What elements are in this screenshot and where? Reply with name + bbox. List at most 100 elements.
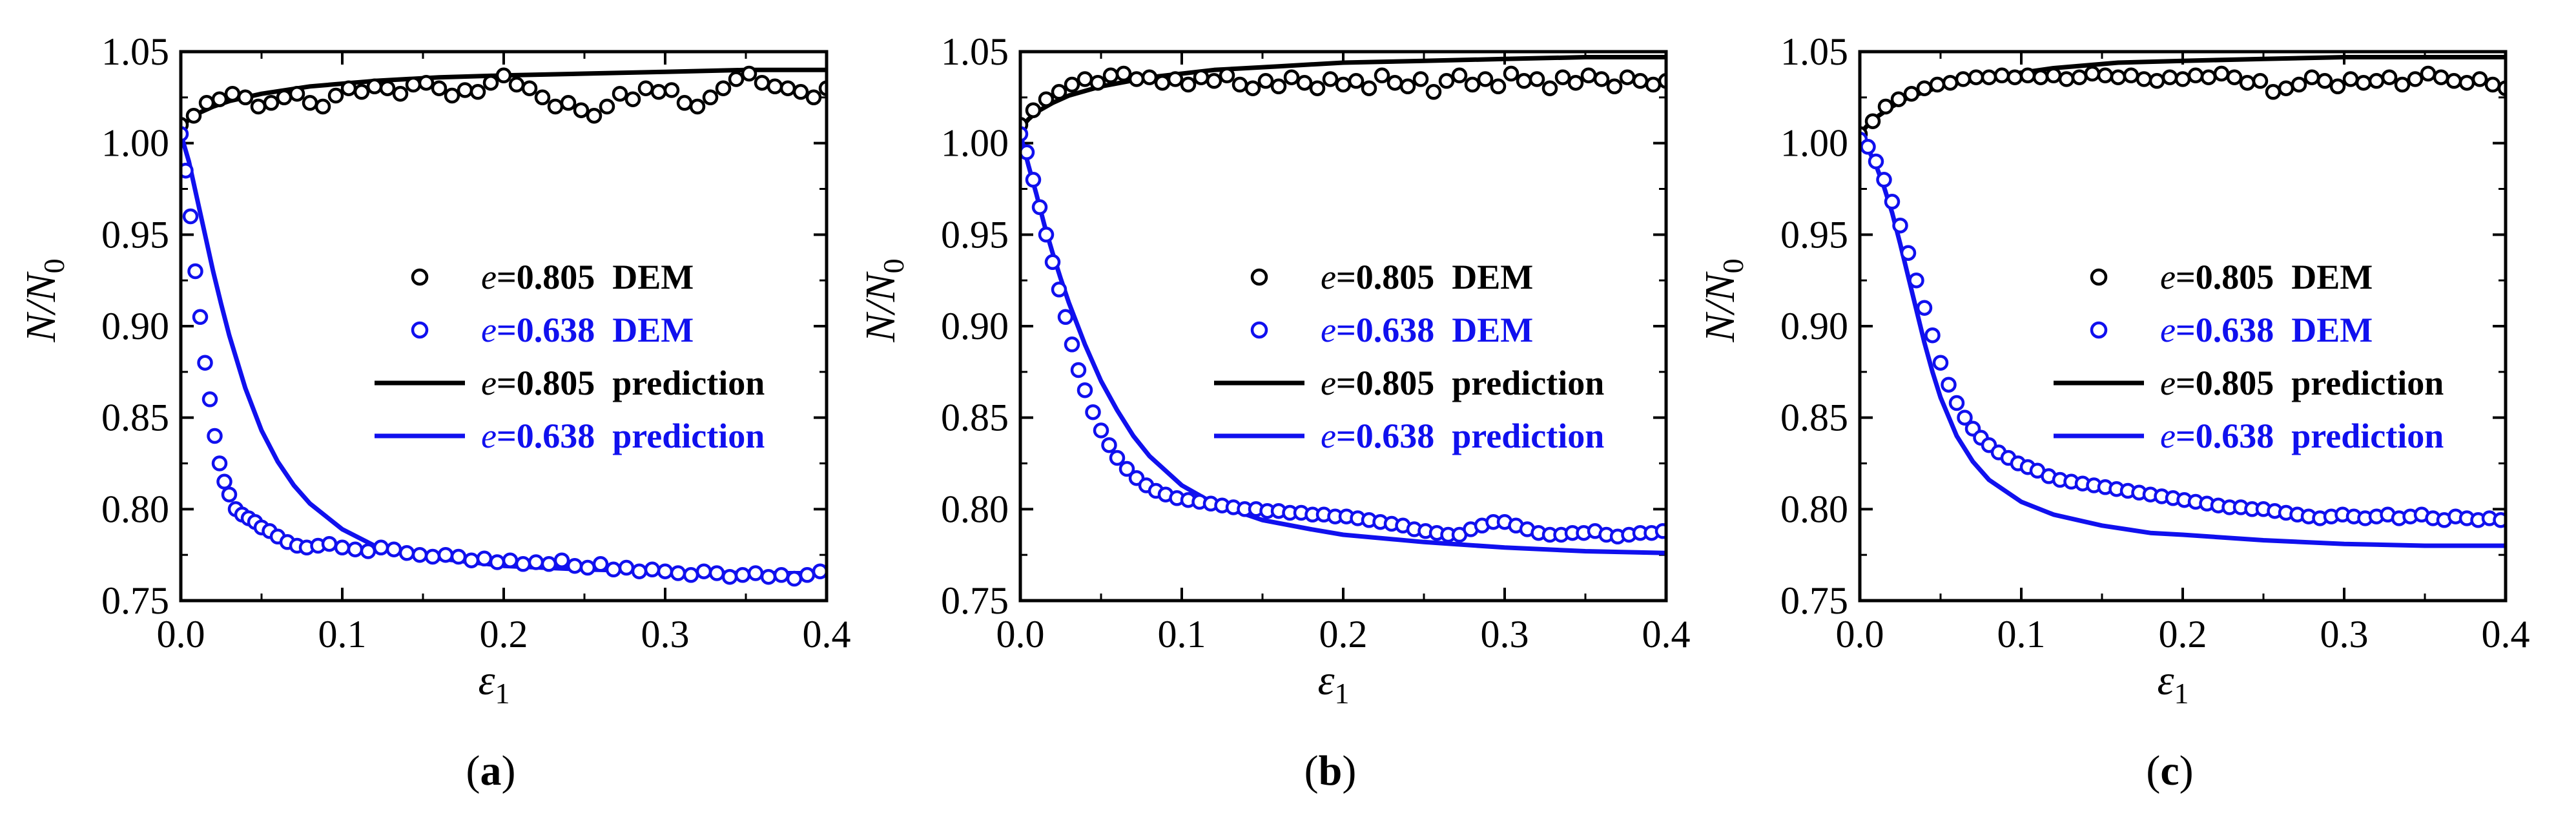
legend-label: e=0.638 DEM [2160, 311, 2373, 349]
data-point [702, 89, 719, 106]
data-point [2252, 73, 2269, 89]
data-point [2303, 69, 2320, 85]
data-point [1335, 76, 1352, 93]
data-point [534, 89, 551, 106]
legend-label-var: e [481, 364, 497, 402]
data-point [1093, 422, 1109, 439]
legend-label-var: e [1321, 417, 1336, 455]
y-label-num: N/N [1696, 271, 1744, 342]
data-point [1025, 102, 1042, 118]
data-point [386, 541, 402, 557]
legend-label-var: e [2160, 417, 2176, 455]
data-point [1632, 73, 1649, 89]
data-point [1477, 71, 1494, 87]
data-point [1025, 172, 1042, 188]
data-point [2084, 65, 2101, 82]
data-point [2123, 67, 2139, 84]
x-tick-label: 0.3 [2320, 613, 2369, 656]
x-tick-label: 0.1 [1158, 613, 1206, 656]
data-point [463, 552, 480, 568]
data-point [2484, 76, 2501, 93]
data-point [2213, 65, 2230, 82]
legend-label: e=0.805 prediction [1321, 364, 1604, 402]
x-tick-label: 0.1 [318, 613, 367, 656]
data-point [2045, 67, 2062, 84]
data-point [767, 78, 783, 95]
data-point [2006, 69, 2023, 85]
data-point [2329, 78, 2346, 95]
legend-marker [1250, 268, 1268, 286]
legend-label-var: e [2160, 258, 2176, 296]
x-tick-label: 0.2 [2159, 613, 2207, 656]
data-point [1077, 382, 1093, 398]
data-point [2316, 73, 2333, 89]
data-point [1051, 84, 1067, 100]
data-point [2239, 74, 2256, 91]
x-tick-label: 0.0 [996, 613, 1045, 656]
data-point [347, 541, 364, 557]
data-point [327, 87, 344, 104]
data-point [1399, 78, 1416, 95]
data-point [1876, 172, 1892, 188]
data-point [495, 67, 512, 84]
data-point [276, 89, 293, 106]
data-point [1348, 73, 1365, 89]
data-point [211, 455, 228, 471]
data-point [805, 89, 822, 106]
data-point [2493, 512, 2506, 528]
data-point [644, 561, 661, 578]
data-point [721, 568, 738, 585]
data-point [1219, 67, 1235, 84]
data-point [1994, 67, 2010, 84]
legend-label-var: e [481, 417, 497, 455]
data-point [1941, 377, 1957, 393]
prediction-line [1020, 55, 1666, 130]
x-label-sub: 1 [2174, 677, 2189, 710]
data-point [182, 208, 199, 225]
data-point [1089, 74, 1106, 91]
data-point [1425, 84, 1442, 100]
data-point [2355, 74, 2372, 91]
data-point [502, 552, 519, 568]
data-point [289, 85, 305, 102]
data-point [1154, 74, 1171, 91]
data-point [2342, 71, 2359, 87]
x-tick-label: 0.0 [157, 613, 205, 656]
data-point [2368, 73, 2385, 89]
data-point [1860, 139, 1876, 155]
data-point [469, 84, 486, 100]
data-point [1451, 67, 1468, 84]
data-point [302, 95, 318, 111]
data-point [1981, 69, 1997, 85]
data-point [2265, 84, 2282, 100]
data-point [1908, 272, 1924, 289]
data-point [482, 74, 499, 91]
data-point [696, 563, 712, 579]
x-tick-label: 0.1 [1997, 613, 2046, 656]
data-point [1038, 227, 1055, 243]
data-point [2278, 80, 2294, 96]
data-point [411, 546, 428, 563]
data-point [2148, 73, 2165, 89]
data-point [2174, 71, 2191, 87]
data-point [1231, 76, 1248, 93]
legend-label: e=0.805 DEM [1321, 258, 1533, 296]
legend-label-text: =0.638 prediction [2176, 417, 2444, 455]
data-point [1077, 71, 1093, 87]
panel-label: (b) [1304, 747, 1357, 794]
legend-label-var: e [481, 311, 497, 349]
data-point [1064, 336, 1080, 353]
data-point [1374, 67, 1390, 84]
data-point [185, 107, 202, 124]
legend-label-var: e [1321, 258, 1336, 296]
data-point [1619, 69, 1636, 85]
data-point [799, 567, 816, 583]
y-tick-label: 1.00 [1780, 122, 1848, 165]
data-point [314, 98, 331, 115]
x-tick-label: 0.4 [2482, 613, 2530, 656]
data-point [689, 98, 706, 115]
legend-label-text: =0.638 DEM [2176, 311, 2373, 349]
y-label-sub: 0 [37, 258, 70, 273]
chart-panel-1: 0.0 0.1 0.2 0.3 0.4 0.75 0.80 0.85 0.90 0.95 1.00 1… [17, 30, 851, 794]
